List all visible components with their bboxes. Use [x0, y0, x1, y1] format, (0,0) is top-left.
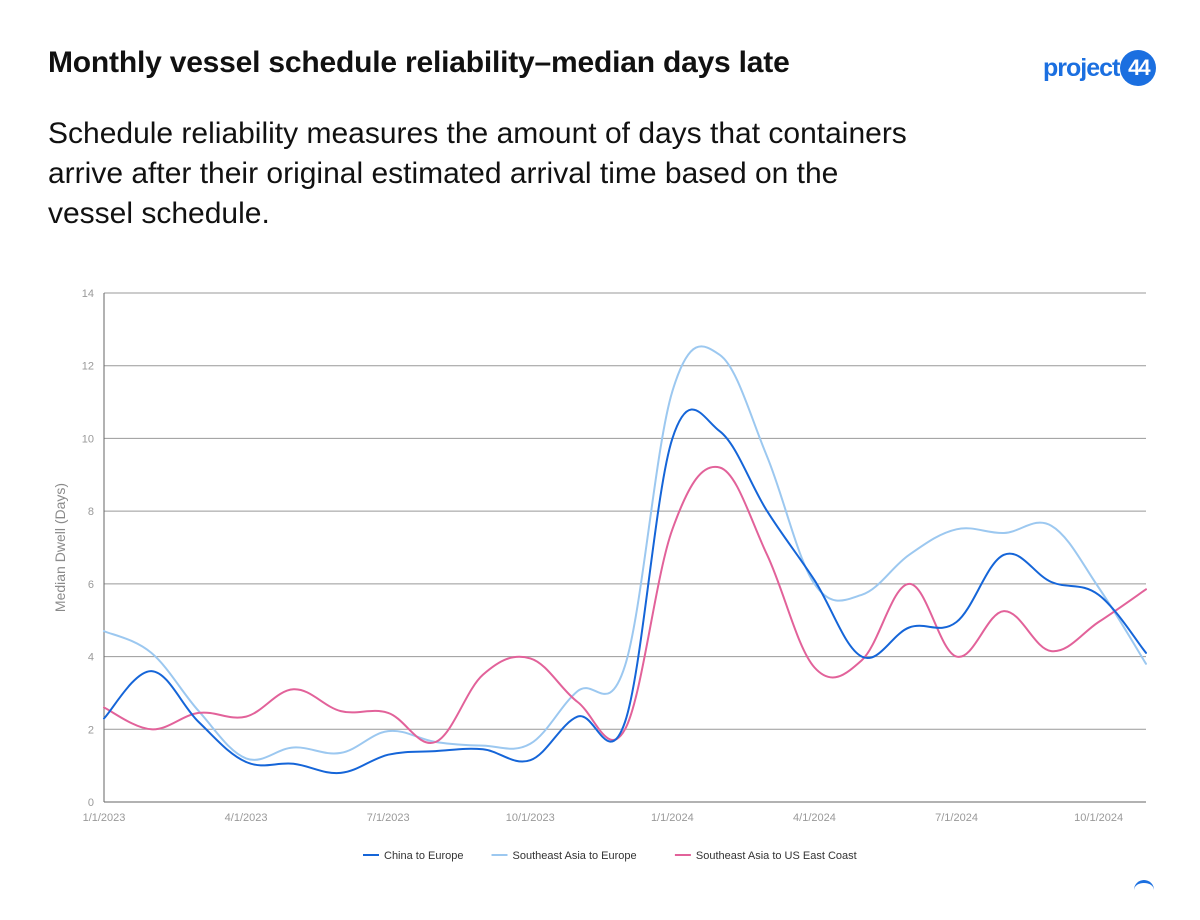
x-tick-label: 7/1/2024 — [935, 812, 978, 824]
series-line-southeast-asia-to-europe — [103, 345, 1147, 761]
y-tick-label: 14 — [82, 288, 94, 300]
series-line-southeast-asia-to-us-east-coast — [103, 465, 1147, 744]
legend-label-southeast-asia-to-europe: Southeast Asia to Europe — [513, 850, 637, 862]
legend-label-southeast-asia-to-us-east-coast: Southeast Asia to US East Coast — [696, 850, 857, 862]
corner-mark — [1134, 880, 1154, 900]
page-title: Monthly vessel schedule reliability–medi… — [48, 46, 790, 79]
page-subtitle: Schedule reliability measures the amount… — [48, 117, 907, 230]
x-tick-label: 1/1/2023 — [83, 812, 126, 824]
x-tick-label: 1/1/2024 — [651, 812, 694, 824]
y-tick-label: 2 — [88, 724, 94, 736]
logo-badge: 44 — [1120, 50, 1157, 86]
logo-word: project — [1043, 53, 1120, 82]
x-tick-label: 4/1/2023 — [225, 812, 268, 824]
legend-label-china-to-europe: China to Europe — [384, 850, 464, 862]
y-axis-title: Median Dwell (Days) — [52, 483, 68, 612]
x-tick-label: 10/1/2024 — [1074, 812, 1123, 824]
y-tick-label: 12 — [82, 361, 94, 373]
x-tick-label: 10/1/2023 — [506, 812, 555, 824]
y-tick-label: 0 — [88, 797, 94, 809]
x-tick-label: 4/1/2024 — [793, 812, 836, 824]
y-tick-label: 4 — [88, 652, 94, 664]
y-tick-label: 6 — [88, 579, 94, 591]
series-line-china-to-europe — [103, 408, 1147, 775]
y-tick-label: 10 — [82, 433, 94, 445]
project44-logo: project 44 — [1043, 47, 1157, 89]
y-tick-label: 8 — [88, 506, 94, 518]
x-tick-label: 7/1/2023 — [367, 812, 410, 824]
